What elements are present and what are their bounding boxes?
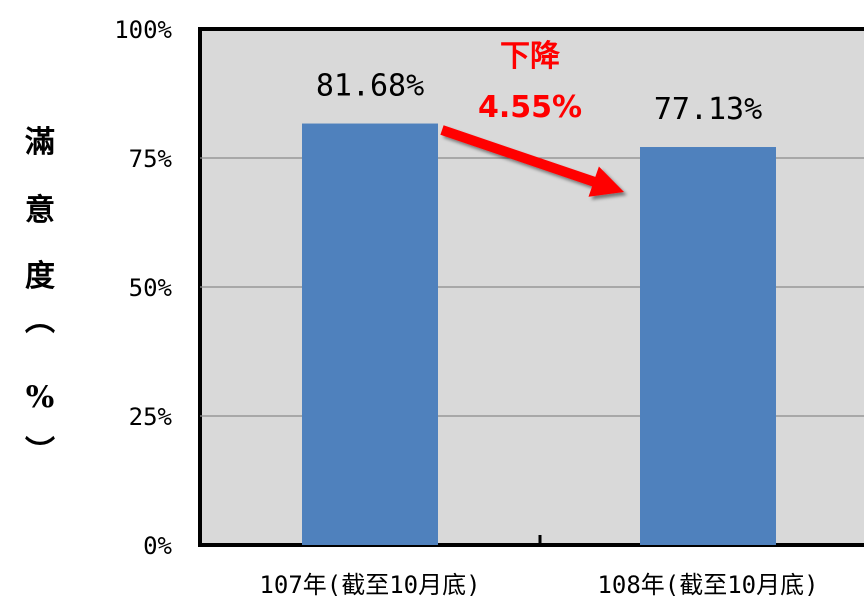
y-tick-label: 75%: [129, 145, 173, 173]
y-axis-label-char: 意: [25, 193, 55, 228]
y-tick-label: 25%: [129, 403, 173, 431]
data-label: 77.13%: [654, 92, 762, 127]
arrow-shape: [440, 125, 624, 197]
y-tick-label: 50%: [129, 274, 173, 302]
category-label: 107年(截至10月底): [259, 571, 480, 599]
y-axis-label-char: 度: [25, 259, 55, 294]
bar: [640, 147, 776, 545]
y-axis-label-char: 滿: [25, 125, 55, 160]
decline-arrow-icon: [440, 125, 624, 197]
annotation-decline-label: 下降: [500, 39, 561, 74]
y-axis-label-char: ︵: [25, 303, 55, 338]
data-label: 81.68%: [316, 69, 424, 104]
y-tick-label: 0%: [143, 532, 172, 560]
y-axis-label-char: %: [26, 380, 55, 415]
bar: [302, 123, 438, 546]
y-axis-label-char: ︶: [25, 435, 55, 470]
annotation-decline-value: 4.55%: [478, 90, 582, 125]
category-label: 108年(截至10月底): [597, 571, 818, 599]
y-tick-label: 100%: [114, 16, 172, 44]
